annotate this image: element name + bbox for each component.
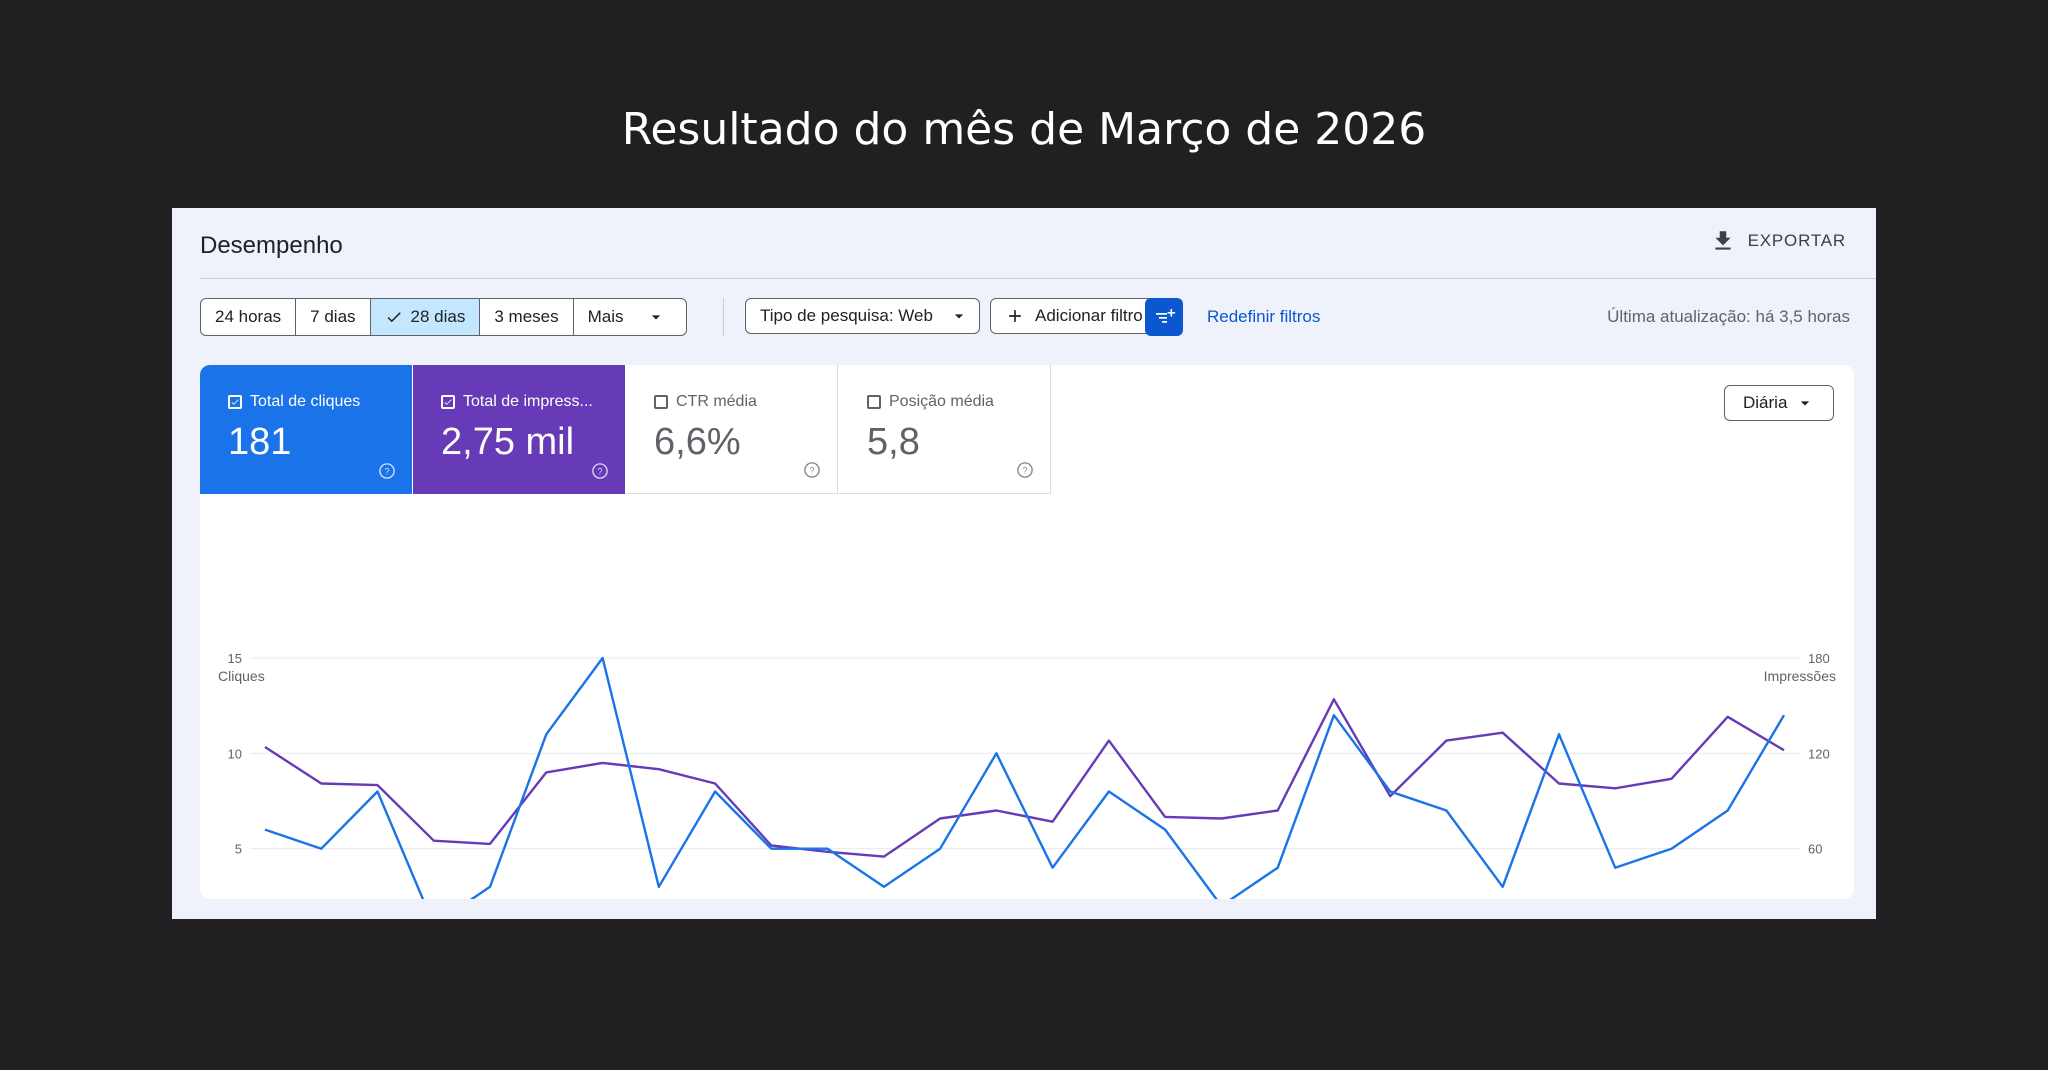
range-label: 3 meses bbox=[494, 307, 559, 326]
svg-text:?: ? bbox=[809, 465, 814, 475]
help-icon[interactable]: ? bbox=[591, 462, 609, 480]
help-icon[interactable]: ? bbox=[803, 461, 821, 479]
range-28-days[interactable]: 28 dias bbox=[370, 299, 481, 335]
metric-value: 181 bbox=[228, 421, 292, 463]
help-icon[interactable]: ? bbox=[1016, 461, 1034, 479]
metric-value: 2,75 mil bbox=[441, 421, 575, 463]
range-3-months[interactable]: 3 meses bbox=[480, 299, 574, 335]
y-tick-right: 180 bbox=[1808, 651, 1830, 666]
check-icon bbox=[387, 312, 401, 323]
help-icon[interactable]: ? bbox=[378, 462, 396, 480]
filter-settings-button[interactable] bbox=[1145, 298, 1183, 336]
export-button[interactable]: EXPORTAR bbox=[1710, 228, 1846, 254]
y-axis-right-title: Impressões bbox=[1764, 668, 1836, 684]
range-label: 7 dias bbox=[310, 307, 356, 326]
svg-text:?: ? bbox=[597, 466, 602, 476]
interval-dropdown[interactable]: Diária bbox=[1724, 385, 1834, 421]
last-update-text: Última atualização: há 3,5 horas bbox=[1607, 307, 1850, 326]
y-tick-left: 10 bbox=[228, 746, 242, 761]
metric-label-row: Posição média bbox=[867, 393, 994, 411]
panel-title: Desempenho bbox=[200, 232, 343, 259]
metric-value: 5,8 bbox=[867, 421, 920, 463]
filter-list-icon bbox=[1156, 309, 1176, 323]
range-24-hours[interactable]: 24 horas bbox=[201, 299, 297, 335]
chevron-down-icon bbox=[954, 314, 964, 319]
metric-label: Total de impress... bbox=[463, 393, 593, 410]
range-more-dropdown[interactable]: Mais bbox=[574, 299, 686, 335]
chevron-down-icon bbox=[651, 315, 660, 320]
series-line-clicks bbox=[264, 656, 1786, 899]
plus-icon bbox=[1009, 310, 1021, 322]
metric-label: CTR média bbox=[676, 393, 757, 410]
metric-label-row: Total de impress... bbox=[441, 393, 593, 411]
metric-average-ctr[interactable]: CTR média 6,6% ? bbox=[626, 365, 838, 494]
checkbox-checked-icon[interactable] bbox=[228, 395, 242, 409]
checkbox-checked-icon[interactable] bbox=[441, 395, 455, 409]
metric-total-impressions[interactable]: Total de impress... 2,75 mil ? bbox=[413, 365, 625, 494]
checkbox-unchecked-icon[interactable] bbox=[654, 395, 668, 409]
add-filter-button[interactable]: Adicionar filtro bbox=[990, 298, 1164, 334]
search-type-dropdown[interactable]: Tipo de pesquisa: Web bbox=[745, 298, 980, 334]
export-label: EXPORTAR bbox=[1747, 231, 1846, 250]
y-tick-right: 60 bbox=[1808, 842, 1822, 857]
y-tick-left: 5 bbox=[235, 842, 242, 857]
reset-filters-link[interactable]: Redefinir filtros bbox=[1207, 307, 1321, 326]
metric-label: Posição média bbox=[889, 393, 994, 410]
svg-text:?: ? bbox=[1022, 465, 1027, 475]
search-type-label: Tipo de pesquisa: Web bbox=[760, 306, 933, 325]
filter-toolbar: 24 horas 7 dias 28 dias 3 meses Mais Tip… bbox=[200, 298, 1850, 338]
chevron-down-icon bbox=[1800, 401, 1810, 406]
y-axis-left-title: Cliques bbox=[218, 668, 265, 684]
metric-label-row: Total de cliques bbox=[228, 393, 360, 411]
range-label: 24 horas bbox=[215, 307, 282, 326]
y-tick-left: 15 bbox=[228, 651, 242, 666]
range-label: 28 dias bbox=[410, 307, 466, 326]
svg-text:?: ? bbox=[384, 466, 389, 476]
metric-average-position[interactable]: Posição média 5,8 ? bbox=[839, 365, 1051, 494]
range-7-days[interactable]: 7 dias bbox=[296, 299, 371, 335]
y-tick-right: 120 bbox=[1808, 746, 1830, 761]
toolbar-divider bbox=[723, 298, 724, 336]
range-label: Mais bbox=[587, 307, 624, 326]
page-title: Resultado do mês de Março de 2026 bbox=[621, 104, 1427, 155]
panel-header: Desempenho EXPORTAR bbox=[200, 208, 1876, 279]
performance-panel: Desempenho EXPORTAR 24 horas 7 dias 28 d… bbox=[172, 208, 1876, 919]
checkbox-unchecked-icon[interactable] bbox=[867, 395, 881, 409]
add-filter-label: Adicionar filtro bbox=[1035, 306, 1143, 325]
metric-value: 6,6% bbox=[654, 421, 741, 463]
series-line-impressions bbox=[264, 698, 1785, 858]
metric-label: Total de cliques bbox=[250, 393, 361, 410]
metric-label-row: CTR média bbox=[654, 393, 757, 411]
date-range-selector: 24 horas 7 dias 28 dias 3 meses Mais bbox=[200, 298, 687, 336]
interval-label: Diária bbox=[1743, 393, 1788, 412]
download-icon bbox=[1715, 231, 1731, 250]
chart-card: Total de cliques 181 ? Total de impress.… bbox=[200, 365, 1854, 899]
performance-chart: Cliques Impressões 051015060120180 25/02… bbox=[218, 651, 1836, 899]
metric-total-clicks[interactable]: Total de cliques 181 ? bbox=[200, 365, 412, 494]
